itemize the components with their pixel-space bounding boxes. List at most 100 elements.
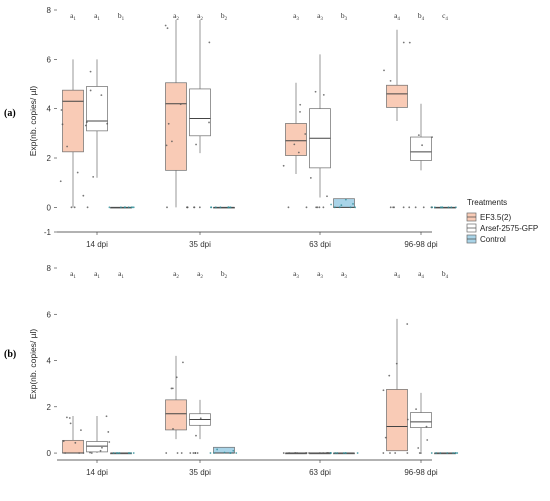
significance-letter: a3 [293, 269, 299, 280]
data-point [73, 206, 76, 209]
data-point [195, 434, 197, 437]
data-point [342, 452, 345, 454]
data-point [431, 136, 433, 139]
y-axis-label: Exp(nb. copies/ µl) [28, 86, 38, 157]
data-point [171, 387, 174, 390]
data-point [108, 441, 111, 443]
data-point [433, 206, 436, 209]
y-tick-label: 4 [47, 105, 52, 114]
significance-letter: a1 [94, 269, 100, 280]
significance-letter: a1 [70, 11, 76, 22]
data-point [69, 422, 72, 425]
data-point [293, 143, 296, 146]
y-tick-label: 2 [47, 154, 52, 163]
x-tick-label: 14 dpi [86, 468, 108, 477]
data-point [85, 121, 88, 124]
data-point [402, 41, 405, 44]
data-point [447, 206, 450, 209]
data-point [322, 93, 325, 96]
significance-letter: a4 [394, 11, 400, 22]
data-point [382, 389, 385, 392]
significance-letter: a1 [118, 269, 124, 280]
y-axis-label: Exp(nb. copies/ µl) [28, 329, 38, 400]
data-point [132, 452, 135, 454]
x-tick-label: 35 dpi [189, 468, 211, 477]
data-point [227, 206, 230, 209]
data-point [99, 449, 102, 452]
box [410, 136, 432, 161]
data-point [120, 206, 122, 209]
data-point [80, 429, 82, 432]
data-point [421, 144, 423, 147]
data-point [172, 427, 174, 430]
data-point [68, 417, 71, 419]
data-point [229, 452, 232, 454]
legend-label: Arsef-2575-GFP [480, 224, 538, 233]
data-point [59, 180, 62, 183]
data-point [422, 206, 425, 209]
data-point [89, 451, 91, 454]
data-point [208, 41, 211, 44]
data-point [76, 171, 79, 174]
data-point [426, 439, 429, 441]
data-point [65, 416, 68, 419]
data-point [344, 452, 347, 454]
data-point [354, 206, 357, 209]
data-point [198, 206, 201, 209]
data-point [299, 103, 302, 106]
data-point [89, 70, 92, 73]
data-point [106, 122, 109, 125]
data-point [171, 140, 173, 143]
data-point [229, 206, 232, 209]
box [285, 123, 307, 156]
box [189, 88, 211, 137]
box [62, 439, 84, 454]
data-point [336, 452, 339, 454]
data-point [389, 206, 392, 209]
data-point [194, 452, 197, 454]
data-point [322, 452, 325, 454]
data-point [176, 452, 179, 454]
data-point [101, 446, 103, 449]
data-point [62, 440, 65, 443]
data-point [296, 452, 299, 454]
y-tick-label: 0 [47, 203, 52, 212]
data-point [84, 124, 87, 127]
data-point [454, 452, 457, 454]
significance-letter: a2 [197, 11, 203, 22]
data-point [132, 206, 135, 209]
data-point [304, 133, 307, 135]
data-point [408, 41, 411, 44]
data-point [383, 69, 385, 72]
y-tick-label: 4 [47, 357, 52, 366]
data-point [326, 452, 329, 454]
data-point [439, 452, 442, 454]
data-point [382, 452, 385, 454]
data-point [105, 415, 108, 418]
data-point [318, 206, 321, 209]
data-point [61, 123, 64, 126]
panel-label: (b) [4, 349, 16, 360]
data-point [430, 452, 433, 454]
data-point [182, 361, 184, 364]
data-point [108, 206, 111, 209]
significance-letter: a3 [341, 269, 347, 280]
data-point [297, 151, 300, 154]
data-point [425, 425, 428, 428]
data-point [388, 374, 391, 377]
significance-letter: a1 [94, 11, 100, 22]
data-point [209, 452, 212, 454]
data-point [450, 206, 453, 209]
data-point [420, 452, 422, 454]
data-point [352, 203, 354, 205]
data-point [89, 89, 92, 92]
data-point [167, 122, 170, 125]
data-point [287, 206, 290, 209]
data-point [223, 451, 226, 454]
legend-title: Treatments [467, 198, 507, 207]
data-point [314, 90, 317, 93]
box [410, 412, 432, 428]
data-point [82, 452, 85, 454]
y-tick-label: 0 [47, 449, 52, 458]
data-point [435, 452, 438, 454]
